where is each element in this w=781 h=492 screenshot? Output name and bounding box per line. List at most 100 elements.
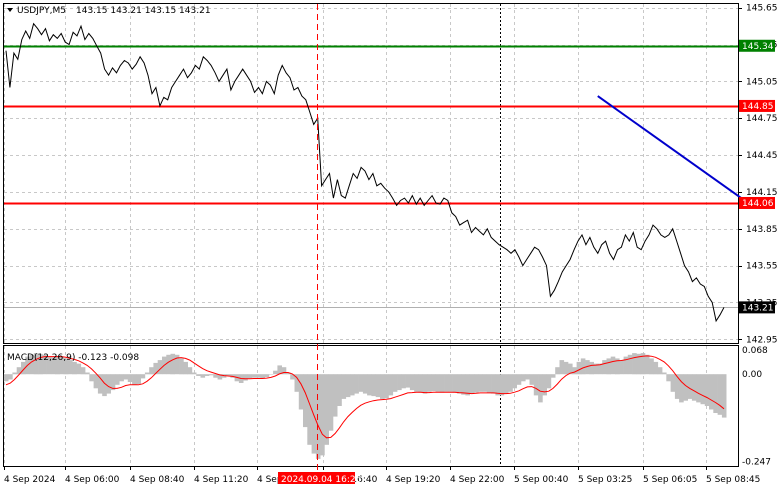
- macd-bar: [644, 354, 650, 375]
- x-tick-label: 4 Sep 08:40: [130, 475, 185, 485]
- macd-bar: [102, 374, 107, 397]
- macd-bar: [260, 374, 265, 379]
- macd-bar: [521, 374, 526, 382]
- y-axis-labels: 145.65145.35145.05144.75144.45144.15143.…: [738, 4, 778, 467]
- macd-bar: [170, 353, 176, 375]
- macd-bar: [345, 374, 351, 398]
- y-tick-label: 144.45: [746, 151, 778, 161]
- macd-bar: [311, 374, 317, 454]
- macd-bar: [29, 354, 35, 375]
- macd-bar: [324, 374, 329, 445]
- macd-bar: [580, 358, 586, 375]
- levels-group: [4, 45, 738, 308]
- macd-bar: [63, 358, 69, 375]
- macd-bar: [42, 354, 47, 375]
- macd-bar: [700, 374, 706, 405]
- macd-bar: [610, 356, 616, 375]
- macd-bar: [243, 374, 248, 381]
- macd-bar: [717, 374, 723, 415]
- level-price-box: [739, 99, 775, 112]
- macd-bar: [226, 374, 231, 376]
- macd-bar: [499, 374, 505, 396]
- macd-bar: [191, 372, 197, 375]
- macd-bar: [123, 374, 129, 380]
- macd-bar: [200, 374, 206, 378]
- macd-bar: [405, 374, 411, 388]
- x-tick-label: 5 Sep 00:40: [514, 475, 569, 485]
- x-tick-label: 4 Sep 22:00: [450, 475, 505, 485]
- macd-bar: [627, 354, 633, 375]
- macd-bar: [696, 374, 701, 403]
- macd-histogram: [3, 353, 727, 459]
- macd-bar: [256, 374, 261, 378]
- chart-ohlc: 143.15 143.21 143.15 143.21: [76, 6, 211, 16]
- macd-bar: [8, 374, 13, 380]
- macd-bar: [115, 374, 120, 385]
- macd-bar: [384, 374, 389, 399]
- macd-bar: [448, 374, 453, 392]
- macd-bar: [16, 367, 22, 375]
- macd-bar: [380, 374, 385, 399]
- macd-bar: [50, 357, 56, 375]
- x-tick-label: 4 Sep 1: [257, 475, 291, 485]
- macd-bar: [683, 374, 688, 401]
- macd-bar: [431, 374, 436, 392]
- macd-bar: [444, 374, 449, 392]
- macd-bar: [76, 363, 82, 375]
- macd-bar: [589, 361, 594, 375]
- macd-bar: [503, 374, 509, 394]
- macd-bar: [486, 374, 492, 393]
- macd-bar: [602, 360, 607, 375]
- macd-bar: [251, 374, 257, 378]
- grid-lines: [4, 4, 738, 466]
- macd-y-tick-label: 0.00: [742, 370, 762, 380]
- x-tick-label: 4 Sep 19:20: [386, 475, 441, 485]
- macd-bar: [140, 374, 146, 379]
- macd-bar: [657, 367, 663, 375]
- macd-bar: [435, 374, 441, 392]
- macd-y-tick-label: -0.247: [742, 457, 771, 467]
- macd-bar: [337, 374, 342, 406]
- macd-bar: [559, 360, 565, 375]
- macd-bar: [367, 374, 372, 396]
- macd-bar: [546, 374, 552, 389]
- price-pane-frame: [3, 3, 739, 344]
- macd-bar: [529, 374, 535, 385]
- level-price-box: [739, 39, 775, 52]
- macd-bar: [375, 374, 381, 398]
- macd-signal-line: [5, 355, 725, 439]
- macd-bar: [110, 374, 116, 391]
- macd-bar: [401, 374, 406, 389]
- macd-bar: [93, 374, 99, 389]
- macd-bar: [418, 374, 423, 393]
- macd-bar: [153, 362, 158, 375]
- macd-bar: [294, 374, 300, 392]
- macd-bar: [572, 367, 577, 375]
- macd-bar: [563, 361, 569, 375]
- macd-bar: [508, 374, 513, 392]
- macd-bar: [461, 374, 466, 395]
- macd-bar: [512, 374, 517, 389]
- macd-bar: [277, 365, 282, 375]
- y-tick-label: 144.75: [746, 114, 778, 124]
- macd-bar: [491, 374, 496, 394]
- macd-bar: [662, 372, 667, 375]
- macd-bar: [136, 374, 141, 385]
- menu-triangle-icon[interactable]: [7, 8, 13, 12]
- macd-bar: [427, 374, 432, 392]
- macd-bar: [157, 360, 163, 375]
- macd-bar: [452, 374, 458, 393]
- macd-bar: [388, 374, 394, 396]
- series-group: [5, 22, 753, 439]
- macd-bar: [495, 374, 500, 396]
- level-price-label: 145.34: [742, 42, 774, 52]
- macd-bar: [409, 374, 415, 391]
- macd-bar: [550, 374, 556, 378]
- macd-bar: [691, 374, 697, 401]
- marker-time-box: [278, 472, 355, 484]
- macd-bar: [704, 374, 710, 406]
- macd-bar: [525, 374, 530, 380]
- macd-bar: [204, 374, 210, 376]
- marker-time-label: 2024.09.04 16:25: [281, 475, 361, 485]
- macd-bar: [606, 358, 612, 375]
